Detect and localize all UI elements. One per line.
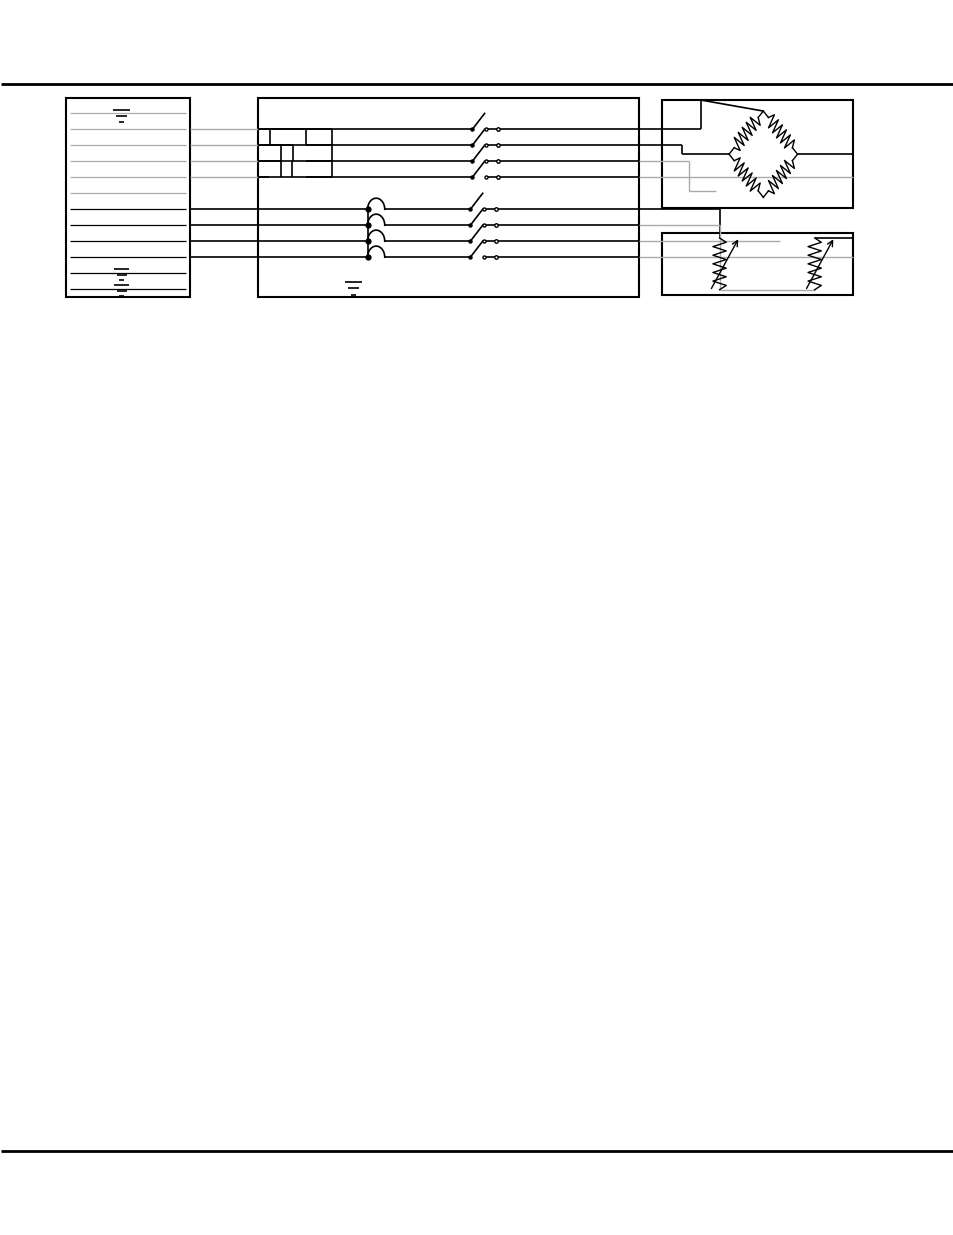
Bar <box>66 98 190 298</box>
Bar <box>661 100 852 209</box>
Bar <box>661 233 852 295</box>
Bar <box>258 98 639 298</box>
